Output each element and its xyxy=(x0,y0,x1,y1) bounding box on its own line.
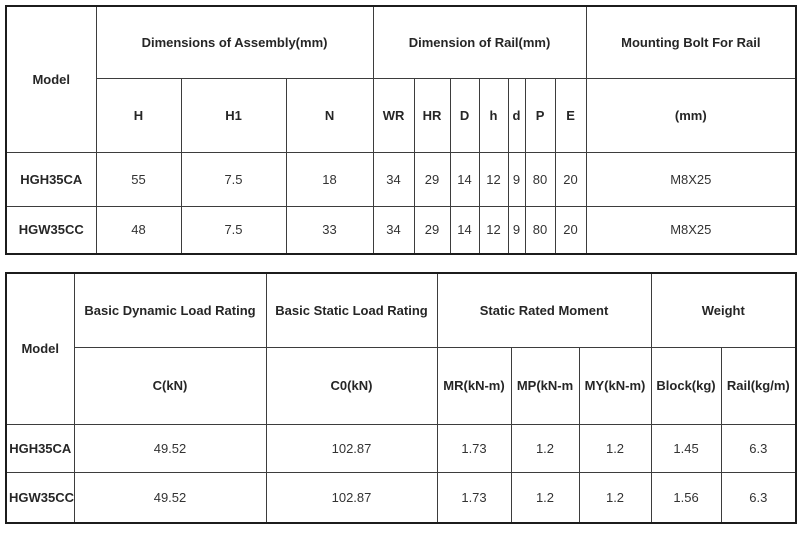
group-header-mounting-bolt-for-rail: Mounting Bolt For Rail xyxy=(585,5,797,79)
data-cell: 33 xyxy=(285,205,374,255)
col-header-p: P xyxy=(524,77,556,153)
col-header-rail-kg-m: Rail(kg/m) xyxy=(720,346,797,425)
col-header-h: H xyxy=(95,77,182,153)
col-header-mp: MP(kN-m xyxy=(510,346,580,425)
data-cell: 9 xyxy=(507,151,526,207)
data-cell: 1.2 xyxy=(510,423,580,473)
group-header-dimensions-of-assembly: Dimensions of Assembly(mm) xyxy=(95,5,374,79)
table-row: H H1 N WR HR D h d P E (mm) xyxy=(6,77,797,153)
table-row: Model Dimensions of Assembly(mm) Dimensi… xyxy=(5,5,797,153)
data-cell: 1.2 xyxy=(578,423,652,473)
group-header-dimension-of-rail: Dimension of Rail(mm) xyxy=(372,5,587,79)
table-row: HGH35CA 49.52 102.87 1.73 1.2 1.2 1.45 6… xyxy=(5,423,797,473)
col-header-bolt-size-mm: (mm) xyxy=(585,77,797,153)
data-cell: 49.52 xyxy=(73,423,267,473)
data-cell: 1.45 xyxy=(650,423,722,473)
table-row: HGW35CC 48 7.5 33 34 29 14 12 9 80 20 M8… xyxy=(5,205,797,255)
data-cell: M8X25 xyxy=(585,151,797,207)
data-cell: 14 xyxy=(449,205,480,255)
data-cell: 6.3 xyxy=(720,423,797,473)
data-cell: 55 xyxy=(95,151,182,207)
data-cell: 1.2 xyxy=(578,471,652,524)
data-cell: 49.52 xyxy=(73,471,267,524)
data-cell: 12 xyxy=(478,205,509,255)
col-header-d-upper: D xyxy=(449,77,480,153)
col-header-mr: MR(kN-m) xyxy=(436,346,512,425)
data-cell: 20 xyxy=(554,205,587,255)
data-cell: M8X25 xyxy=(585,205,797,255)
data-cell: 18 xyxy=(285,151,374,207)
data-cell: 1.56 xyxy=(650,471,722,524)
col-header-hr: HR xyxy=(413,77,451,153)
group-header-basic-static-load-rating: Basic Static Load Rating xyxy=(265,272,438,348)
col-header-d-lower: d xyxy=(507,77,526,153)
col-header-h-lower: h xyxy=(478,77,509,153)
load-rating-weight-table: Model Basic Dynamic Load Rating Basic St… xyxy=(5,272,798,524)
col-header-e: E xyxy=(554,77,587,153)
model-cell: HGH35CA xyxy=(5,151,97,207)
data-cell: 102.87 xyxy=(265,423,438,473)
data-cell: 80 xyxy=(524,151,556,207)
data-cell: 34 xyxy=(372,151,415,207)
data-cell: 6.3 xyxy=(720,471,797,524)
table-gap xyxy=(5,255,795,272)
col-header-h1: H1 xyxy=(180,77,287,153)
col-header-c0-kn: C0(kN) xyxy=(265,346,438,425)
col-header-wr: WR xyxy=(372,77,415,153)
data-cell: 7.5 xyxy=(180,151,287,207)
table-row: HGH35CA 55 7.5 18 34 29 14 12 9 80 20 M8… xyxy=(5,151,797,207)
data-cell: 48 xyxy=(95,205,182,255)
col-header-n: N xyxy=(285,77,374,153)
data-cell: 1.73 xyxy=(436,423,512,473)
model-cell: HGW35CC xyxy=(5,471,75,524)
data-cell: 1.73 xyxy=(436,471,512,524)
assembly-rail-dimensions-table: Model Dimensions of Assembly(mm) Dimensi… xyxy=(5,5,798,255)
model-column-header: Model xyxy=(5,272,75,425)
data-cell: 34 xyxy=(372,205,415,255)
table-row: HGW35CC 49.52 102.87 1.73 1.2 1.2 1.56 6… xyxy=(5,471,797,524)
data-cell: 12 xyxy=(478,151,509,207)
data-cell: 9 xyxy=(507,205,526,255)
data-cell: 80 xyxy=(524,205,556,255)
group-header-basic-dynamic-load-rating: Basic Dynamic Load Rating xyxy=(73,272,267,348)
data-cell: 20 xyxy=(554,151,587,207)
model-cell: HGH35CA xyxy=(5,423,75,473)
data-cell: 102.87 xyxy=(265,471,438,524)
group-header-static-rated-moment: Static Rated Moment xyxy=(436,272,652,348)
model-cell: HGW35CC xyxy=(5,205,97,255)
col-header-block-kg: Block(kg) xyxy=(650,346,722,425)
data-cell: 29 xyxy=(413,205,451,255)
data-cell: 14 xyxy=(449,151,480,207)
data-cell: 7.5 xyxy=(180,205,287,255)
group-header-weight: Weight xyxy=(650,272,797,348)
table-row: C(kN) C0(kN) MR(kN-m) MP(kN-m MY(kN-m) B… xyxy=(6,346,797,425)
col-header-c-kn: C(kN) xyxy=(73,346,267,425)
col-header-my: MY(kN-m) xyxy=(578,346,652,425)
model-column-header: Model xyxy=(5,5,97,153)
table-row: Model Basic Dynamic Load Rating Basic St… xyxy=(5,272,797,425)
data-cell: 1.2 xyxy=(510,471,580,524)
data-cell: 29 xyxy=(413,151,451,207)
